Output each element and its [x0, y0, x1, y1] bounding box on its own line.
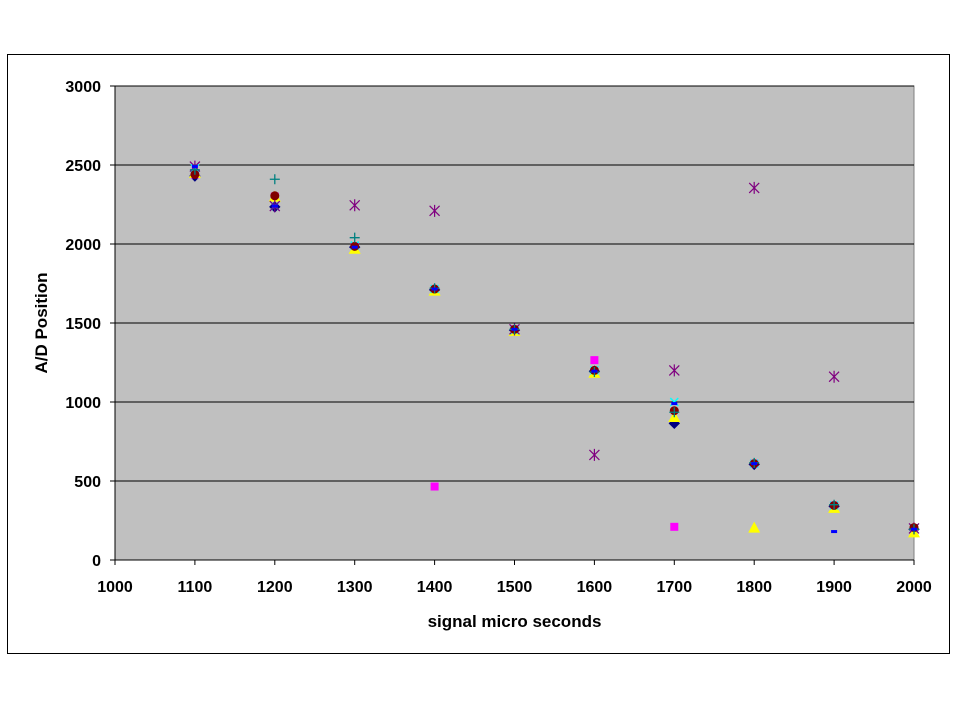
x-tick-label-1500: 1500: [497, 579, 533, 596]
x-tick-label-1300: 1300: [337, 579, 373, 596]
point-s2-1400: [430, 482, 439, 491]
point-s7-1900: [829, 499, 840, 510]
point-s8-1800: [751, 462, 758, 466]
x-tick-label-2000: 2000: [896, 579, 932, 596]
y-axis-title: A/D Position: [32, 272, 51, 373]
x-tick-label-1900: 1900: [816, 579, 852, 596]
point-s3-1800: [748, 521, 761, 533]
point-s5-1800: [748, 181, 760, 194]
x-tick-label-1100: 1100: [178, 579, 213, 596]
point-s5-1700: [668, 364, 680, 377]
point-s8-1300: [351, 245, 358, 249]
point-s8-2000: [911, 527, 917, 531]
x-tick-label-1800: 1800: [736, 579, 772, 596]
point-s7-1200: [269, 174, 280, 185]
point-s8-1200: [271, 204, 278, 208]
x-tick-label-1400: 1400: [417, 579, 453, 596]
point-s5-1300: [349, 199, 361, 212]
x-axis-title: signal micro seconds: [428, 612, 602, 631]
data-points: [188, 160, 920, 538]
point-s8-1900: [831, 530, 838, 534]
y-tick-label-2000: 2000: [65, 237, 101, 254]
point-s8-1700: [671, 402, 678, 406]
x-tick-label-1700: 1700: [657, 579, 693, 596]
point-s5-1900: [828, 370, 840, 383]
y-tick-label-500: 500: [74, 474, 101, 491]
x-tick-labels: 1000 1100 1200 1300 1400 1500 1600 1700 1800 1900…: [97, 560, 932, 596]
point-s2-1600: [590, 356, 599, 365]
y-tick-label-0: 0: [92, 553, 101, 570]
point-s5-1400: [429, 204, 441, 217]
y-tick-label-1000: 1000: [65, 395, 101, 412]
y-tick-labels: 0 500 1000 1500 2000 2500 3000: [65, 79, 115, 570]
y-tick-label-2500: 2500: [65, 158, 101, 175]
point-s2-1700: [670, 522, 679, 531]
point-s7-1700: [669, 407, 680, 418]
point-s7-1300: [349, 232, 360, 243]
point-s8-1400: [431, 287, 438, 291]
point-s8-1100: [191, 165, 198, 169]
x-tick-label-1600: 1600: [577, 579, 613, 596]
y-tick-label-3000: 3000: [65, 79, 101, 96]
point-s6-1200: [270, 191, 280, 201]
gridlines: [114, 85, 914, 561]
point-s8-1500: [511, 327, 518, 331]
x-tick-label-1200: 1200: [257, 579, 293, 596]
y-tick-label-1500: 1500: [65, 316, 101, 333]
point-s5-1600: [588, 448, 600, 461]
x-tick-label-1000: 1000: [97, 579, 133, 596]
point-s8-1600: [591, 369, 598, 373]
